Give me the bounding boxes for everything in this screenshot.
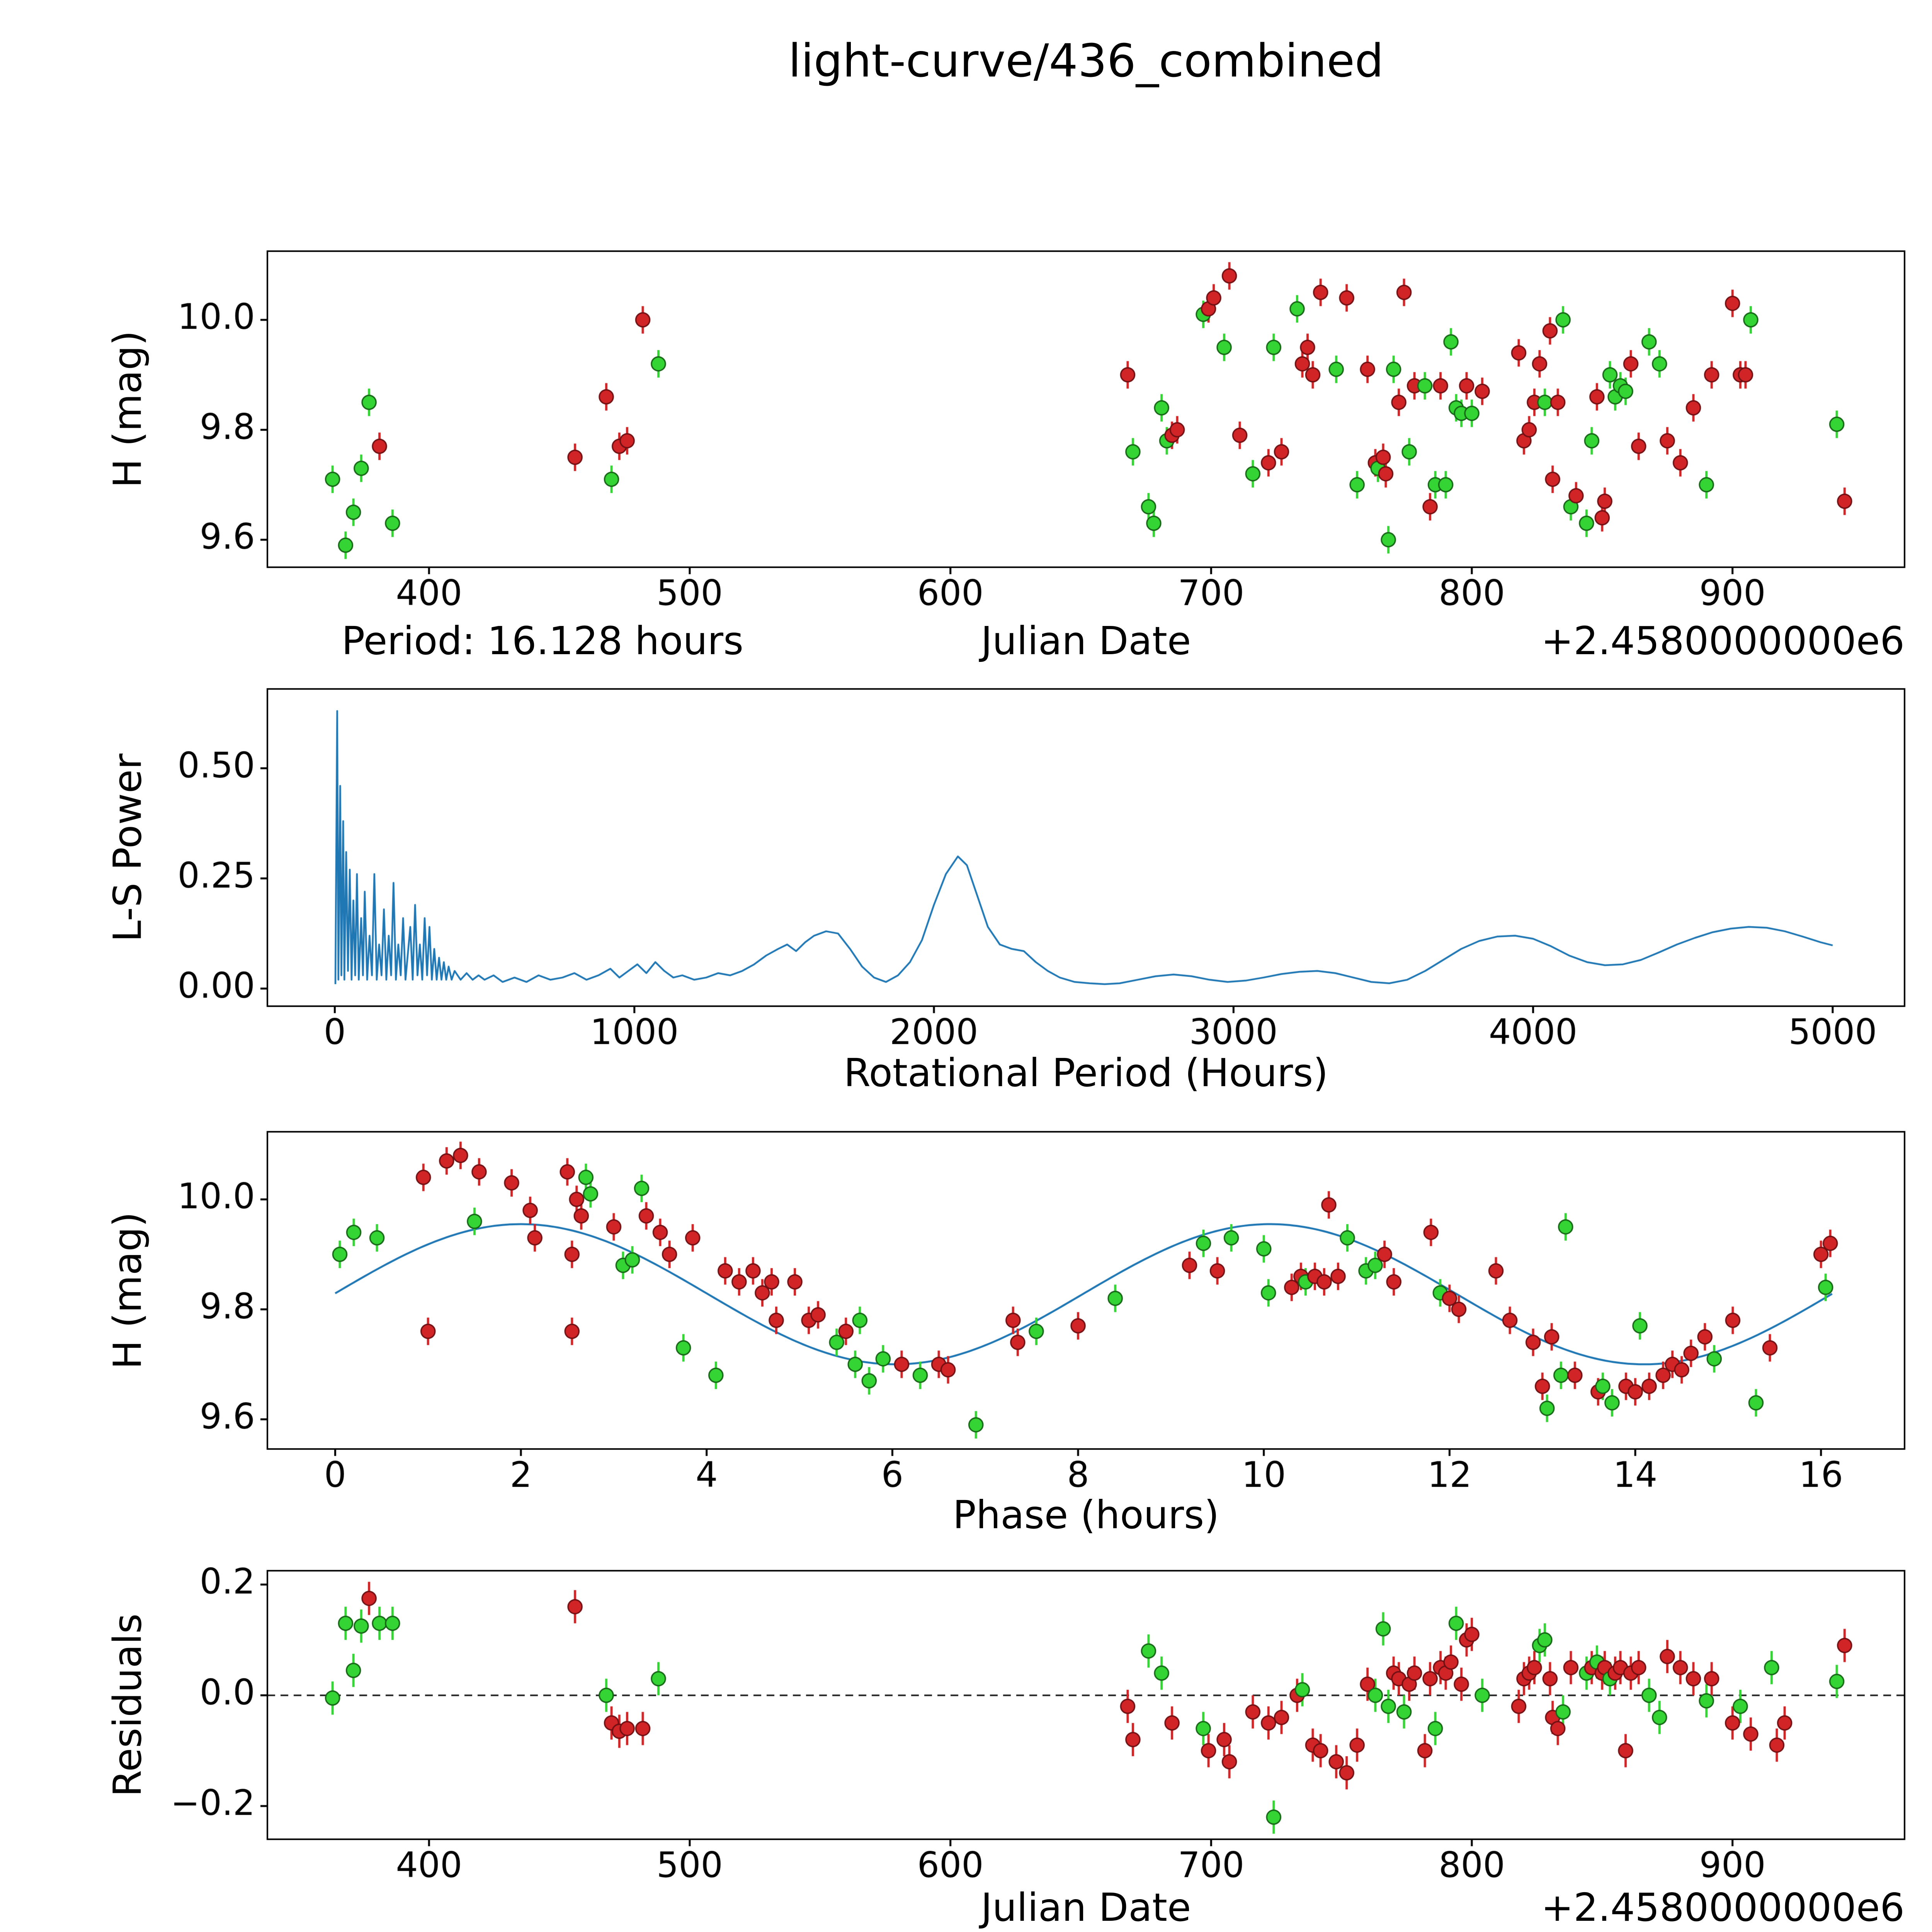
- panel4-x-offset: +2.4580000000e6: [1541, 1885, 1905, 1930]
- panel2-ylabel: L-S Power: [105, 753, 150, 942]
- panel2-xlabel: Rotational Period (Hours): [844, 1050, 1328, 1095]
- panel1-ylabel: H (mag): [105, 330, 150, 488]
- panel4-xlabel: Julian Date: [981, 1885, 1191, 1930]
- panel1-period-annotation: Period: 16.128 hours: [342, 618, 744, 663]
- panel4-ylabel: Residuals: [105, 1613, 150, 1797]
- figure-title: light-curve/436_combined: [788, 34, 1384, 87]
- panel3-xlabel: Phase (hours): [952, 1492, 1219, 1537]
- panel3-ylabel: H (mag): [105, 1212, 150, 1369]
- panel1-x-offset: +2.4580000000e6: [1541, 618, 1905, 663]
- panel1-xlabel: Julian Date: [981, 618, 1191, 663]
